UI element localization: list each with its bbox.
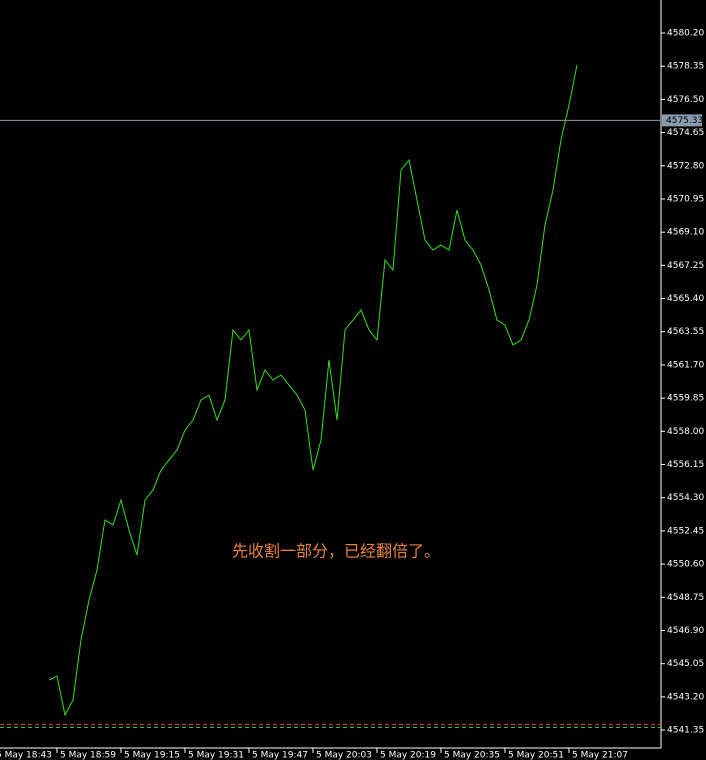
current-price-label: 4575.33 [666,116,703,126]
y-tick-label: 4548.75 [667,593,704,603]
x-tick-label: 5 May 21:07 [572,751,628,760]
y-tick-label: 4580.20 [667,29,704,39]
x-tick-label: 5 May 19:47 [252,751,308,760]
x-tick-label: 5 May 20:51 [508,751,564,760]
y-tick-label: 4561.70 [667,360,704,370]
current-price-box [662,114,702,127]
x-tick-label: 5 May 18:59 [60,751,116,760]
y-tick-label: 4576.50 [667,95,704,105]
y-tick-label: 4565.40 [667,294,704,304]
x-tick-label: 5 May 20:19 [380,751,436,760]
x-tick-label: 5 May 19:31 [188,751,244,760]
y-tick-label: 4567.25 [667,261,704,271]
y-tick-label: 4541.35 [667,726,704,736]
x-tick-label: 5 May 19:15 [124,751,180,760]
annotation: 先收割一部分，已经翻倍了。 [232,542,440,561]
y-tick-label: 4570.95 [667,194,704,204]
y-tick-label: 4574.65 [667,128,704,138]
y-tick-label: 4572.80 [667,161,704,171]
x-tick-label: 5 May 20:03 [316,751,372,760]
y-tick-label: 4563.55 [667,327,704,337]
y-tick-label: 4556.15 [667,460,704,470]
y-tick-label: 4559.85 [667,394,704,404]
y-tick-label: 4546.90 [667,626,704,636]
x-tick-label: 5 May 20:35 [444,751,500,760]
y-tick-label: 4545.05 [667,659,704,669]
y-tick-label: 4578.35 [667,62,704,72]
y-tick-label: 4552.45 [667,526,704,536]
y-tick-label: 4554.30 [667,493,704,503]
y-tick-label: 4558.00 [667,427,704,437]
y-tick-label: 4569.10 [667,228,704,238]
price-line [48,64,578,717]
y-tick-label: 4543.20 [667,692,704,702]
y-tick-label: 4550.60 [667,560,704,570]
x-tick-label: 5 May 18:43 [0,751,52,760]
